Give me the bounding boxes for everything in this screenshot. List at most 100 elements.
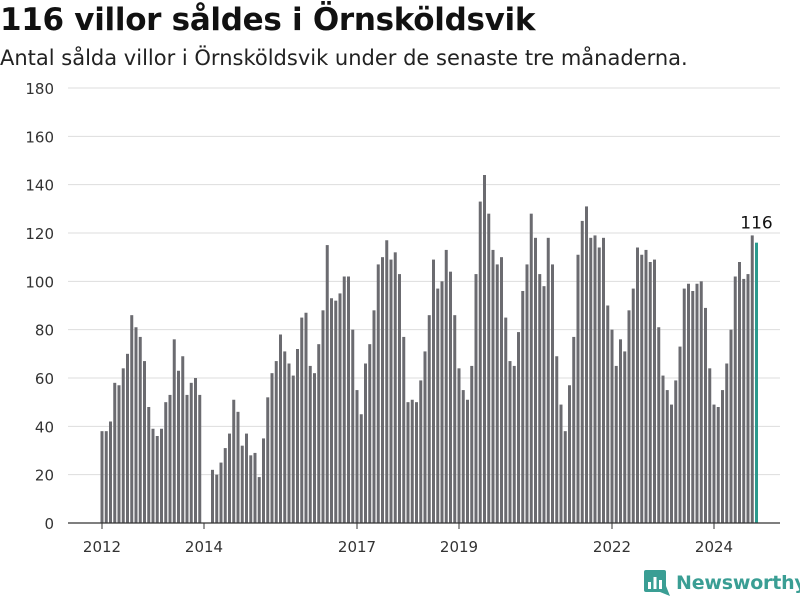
bar [640,254,644,523]
y-tick-label: 100 [25,273,54,291]
bar [185,394,189,523]
bar [563,431,567,523]
bar [189,382,193,523]
bar [449,271,452,523]
bar [253,452,257,523]
bar [606,305,610,523]
y-tick-label: 80 [35,322,54,340]
bar [385,240,389,523]
y-tick-label: 140 [25,177,54,195]
bar [155,436,159,523]
bar [117,385,121,523]
bar [325,245,329,524]
bar [542,286,546,523]
bar [674,380,678,523]
y-tick-label: 40 [35,418,54,436]
bar [138,336,142,523]
bar [610,329,614,523]
x-tick-label: 2022 [593,538,631,556]
bar [300,317,304,523]
bar [381,257,384,523]
bar [695,283,699,523]
bar [364,363,367,523]
bar [559,404,563,523]
bar [602,237,605,524]
bar [410,399,414,523]
y-tick-label: 0 [44,515,54,533]
bar [351,329,355,523]
bar [725,363,729,523]
bar [678,346,682,523]
last-value-label: 116 [740,214,772,234]
bar [500,257,503,523]
bar [126,353,129,523]
bar [389,259,393,523]
bar [742,278,746,523]
bar [398,274,401,523]
bar [551,264,554,523]
bar [466,399,469,523]
bar [257,477,261,523]
bar [177,370,180,523]
bar [219,462,223,523]
bar [670,404,673,523]
bar [236,411,240,523]
bar [470,365,474,523]
bar [415,402,418,523]
bar [147,407,151,523]
newsworthy-logo-icon [644,570,670,596]
bar [181,356,185,523]
bar [249,455,253,523]
x-tick-label: 2024 [695,538,733,556]
bar [585,206,588,523]
bar [143,361,146,523]
bar [228,433,231,523]
bar [168,394,172,523]
bar [308,365,312,523]
bar [623,351,627,523]
bar [334,300,338,523]
x-tick-label: 2019 [440,538,478,556]
newsworthy-logo[interactable]: Newsworthy [644,570,800,596]
bar [245,433,248,523]
bar [636,247,639,523]
bar [508,361,512,523]
bar [525,264,529,523]
bar [708,368,712,523]
bar [211,469,214,523]
bar [746,274,750,523]
bar [359,414,363,523]
bar [517,332,520,523]
bar [419,380,423,523]
x-tick-label: 2012 [83,538,121,556]
bar [461,390,465,523]
bar [342,276,346,523]
bar [504,317,508,523]
x-tick-label: 2017 [338,538,376,556]
bar [682,288,686,523]
bar [194,378,197,523]
bar [291,375,295,523]
bar [721,390,724,523]
bar [376,264,380,523]
y-tick-label: 160 [25,128,54,146]
bar [534,237,537,524]
bar [729,329,733,523]
bar [274,361,278,523]
bar [436,288,440,523]
bar [223,448,227,523]
bar [653,259,656,523]
bar [568,385,571,523]
bar [572,336,576,523]
bar [440,281,444,523]
bar [521,291,525,523]
bar [321,310,325,523]
bar [597,247,601,523]
bar [576,254,580,523]
bar [546,237,550,524]
y-tick-label: 120 [25,225,54,243]
bar [355,390,359,523]
bar [172,339,176,523]
bar [262,438,265,523]
bar [478,201,482,524]
